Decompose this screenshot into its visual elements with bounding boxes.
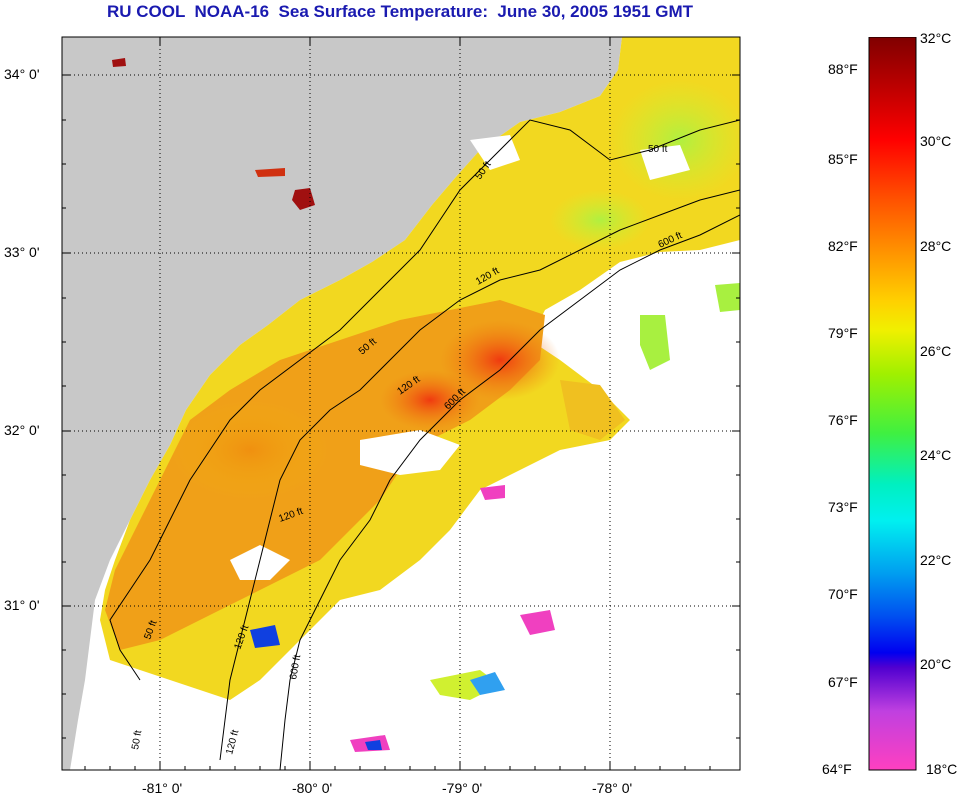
colorbar-c-label: 24°C xyxy=(920,447,952,463)
lon-label: -78° 0' xyxy=(592,780,633,796)
colorbar-c-label: 28°C xyxy=(920,238,952,254)
colorbar-f-label: 88°F xyxy=(828,61,858,77)
lon-label: -81° 0' xyxy=(142,780,183,796)
isobath-600ft xyxy=(279,214,740,770)
colorbar-f-label: 76°F xyxy=(828,412,858,428)
colorbar-f-label: 70°F xyxy=(828,586,858,602)
isobath-120ft xyxy=(219,189,740,761)
colorbar-c-label: 30°C xyxy=(920,133,952,149)
isobath-label: 600 ft xyxy=(288,654,303,681)
isobath-label: 50 ft xyxy=(130,729,144,750)
colorbar xyxy=(868,37,917,771)
colorbar-c-label: 20°C xyxy=(920,656,952,672)
lat-label: 33° 0' xyxy=(4,244,40,260)
isobath-label: 50 ft xyxy=(648,144,668,155)
colorbar-f-label: 82°F xyxy=(828,238,858,254)
graticule xyxy=(62,37,740,770)
lat-label: 31° 0' xyxy=(4,597,40,613)
colorbar-c-label: 22°C xyxy=(920,552,952,568)
colorbar-f-label: 85°F xyxy=(828,151,858,167)
colorbar-c-label: 18°C xyxy=(926,761,958,777)
colorbar-c-label: 32°C xyxy=(920,30,952,46)
colorbar-f-label: 67°F xyxy=(828,674,858,690)
axis-ticks xyxy=(62,37,740,770)
colorbar-f-label: 79°F xyxy=(828,325,858,341)
lat-label: 34° 0' xyxy=(4,66,40,82)
lat-label: 32° 0' xyxy=(4,422,40,438)
colorbar-f-label: 73°F xyxy=(828,499,858,515)
isobath-50ft xyxy=(109,119,740,681)
colorbar-f-label: 64°F xyxy=(822,761,852,777)
colorbar-c-label: 26°C xyxy=(920,343,952,359)
lon-label: -80° 0' xyxy=(292,780,333,796)
land-mass xyxy=(62,37,622,770)
lon-label: -79° 0' xyxy=(442,780,483,796)
map-title: RU COOL NOAA-16 Sea Surface Temperature:… xyxy=(106,2,694,21)
